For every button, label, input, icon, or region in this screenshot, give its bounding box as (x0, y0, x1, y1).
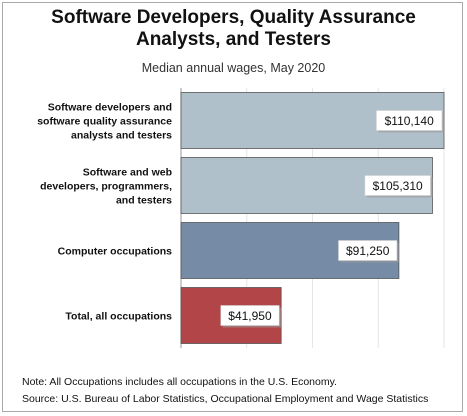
value-label-box (220, 305, 280, 326)
value-label-3: $91,250 (346, 244, 390, 258)
category-label-3: Computer occupations (58, 246, 173, 258)
category-label-1: Software developers and software quality … (37, 102, 172, 142)
chart-title: Software Developers, Quality Assurance A… (0, 7, 467, 51)
value-label-1: $110,140 (385, 114, 434, 128)
chart-subtitle: Median annual wages, May 2020 (141, 61, 326, 75)
source-text: Source: U.S. Bureau of Labor Statistics,… (22, 393, 429, 405)
notes: Note: All Occupations includes all occup… (22, 374, 462, 408)
value-label-2: $105,310 (373, 179, 423, 193)
note-text: Note: All Occupations includes all occup… (22, 376, 337, 388)
category-label-4: Total, all occupations (65, 311, 172, 323)
category-label-2: Software and web developers, programmers,… (40, 167, 172, 207)
chart-title-line-2: Analysts, and Testers (135, 29, 331, 50)
value-label-box (364, 175, 431, 196)
chart-title-line-1: Software Developers, Quality Assurance (51, 7, 416, 28)
value-label-box (376, 110, 443, 131)
value-label-4: $41,950 (228, 309, 272, 323)
value-label-box (338, 240, 398, 261)
